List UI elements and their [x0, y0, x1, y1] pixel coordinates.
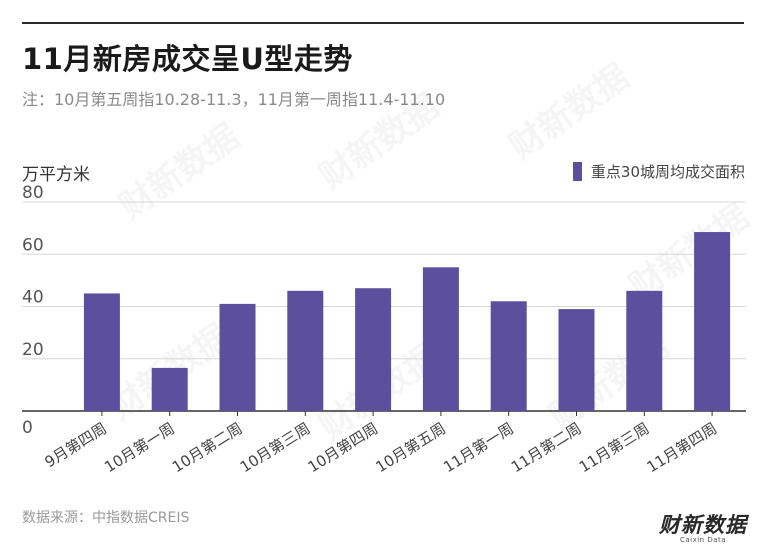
- x-tick-label: 10月第五周: [372, 419, 449, 476]
- top-rule: [22, 22, 744, 24]
- x-tick-label: 11月第四周: [644, 419, 721, 476]
- bar: [83, 293, 120, 411]
- x-tick-labels: 9月第四周10月第一周10月第二周10月第三周10月第四周10月第五周11月第一…: [42, 419, 721, 476]
- chart-subtitle: 注：10月第五周指10.28-11.3，11月第一周指11.4-11.10: [22, 90, 446, 109]
- bar: [490, 301, 527, 411]
- y-tick-label: 80: [22, 183, 44, 203]
- x-tick-label: 10月第一周: [101, 419, 178, 476]
- bar: [626, 290, 663, 411]
- legend-label: 重点30城周均成交面积: [590, 163, 745, 181]
- chart-title: 11月新房成交呈U型走势: [22, 42, 353, 76]
- x-tick-label: 9月第四周: [42, 419, 111, 471]
- x-tick-label: 11月第二周: [508, 419, 585, 476]
- bars: [83, 232, 731, 416]
- y-axis-unit-label: 万平方米: [22, 165, 90, 185]
- x-tick-label: 10月第二周: [169, 419, 246, 476]
- data-source: 数据来源：中指数据CREIS: [22, 510, 190, 526]
- logo-sub-text: Caixin Data: [679, 536, 727, 544]
- watermark-text: 财新数据: [312, 87, 446, 198]
- bar: [694, 232, 731, 411]
- watermark-text: 财新数据: [502, 57, 636, 168]
- x-tick-label: 11月第一周: [440, 419, 517, 476]
- x-tick-label: 11月第三周: [576, 419, 653, 476]
- legend: 重点30城周均成交面积: [572, 161, 745, 182]
- bar: [151, 367, 188, 411]
- watermark-text: 财新数据: [622, 197, 756, 308]
- legend-swatch: [572, 162, 582, 181]
- x-tick-label: 10月第三周: [237, 419, 314, 476]
- bar: [422, 267, 459, 411]
- bar: [287, 290, 324, 411]
- bar: [219, 303, 256, 411]
- bar: [355, 288, 392, 411]
- y-tick-label: 20: [22, 340, 44, 360]
- bar: [558, 309, 595, 411]
- y-tick-labels: 0 20 40 60 80: [22, 183, 44, 438]
- y-tick-label: 0: [22, 418, 33, 438]
- watermark-text: 财新数据: [112, 117, 246, 228]
- y-tick-label: 40: [22, 288, 44, 308]
- logo-main-text: 财新数据: [659, 513, 747, 537]
- y-tick-label: 60: [22, 235, 44, 255]
- caixin-data-logo: 财新数据 Caixin Data: [659, 514, 747, 545]
